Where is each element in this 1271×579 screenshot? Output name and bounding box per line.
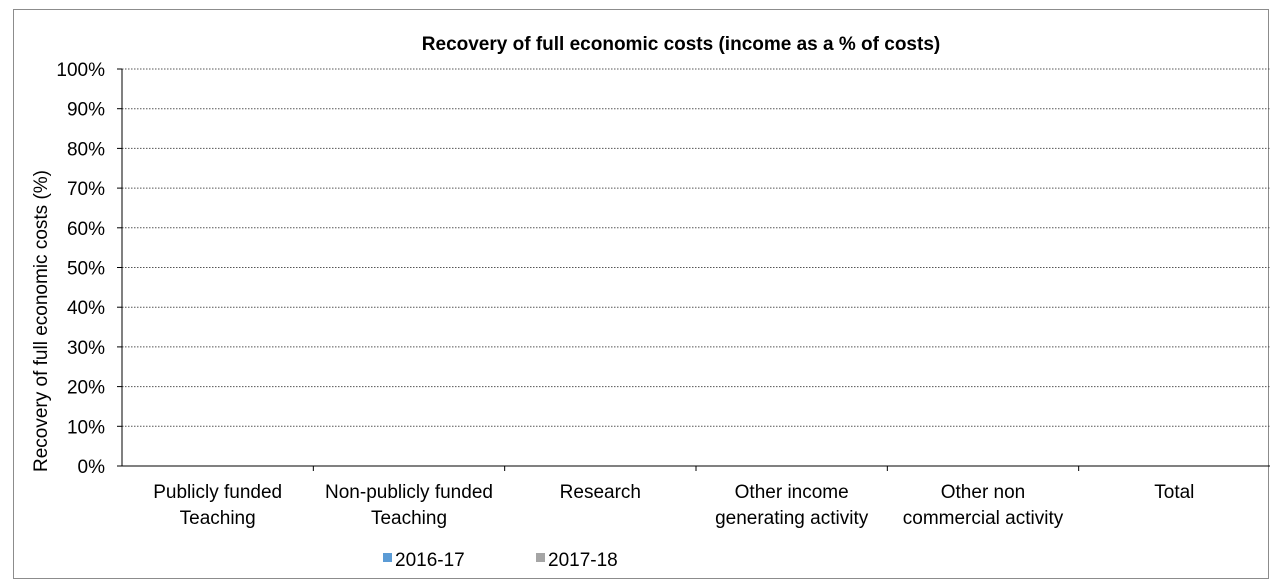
y-tick-label: 100% (56, 60, 105, 81)
y-tick-label: 40% (67, 298, 105, 319)
x-tick-label: Non-publicly funded Teaching (325, 482, 493, 529)
x-tick-label: Publicly funded Teaching (153, 482, 282, 529)
x-tick-labels: Publicly funded Teaching Non-publicly fund… (153, 482, 1194, 529)
y-tick-label: 10% (67, 417, 105, 438)
x-tick-label: Other income generating activity (715, 482, 869, 529)
y-tick-label: 60% (67, 219, 105, 240)
y-tick-label: 0% (78, 457, 106, 478)
x-tick-label: Other non commercial activity (903, 482, 1064, 529)
y-tick-labels: 0% 10% 20% 30% 40% 50% 60% 70% 80% 90% 100% (56, 60, 105, 478)
legend-swatch (383, 553, 392, 562)
y-tick-label: 50% (67, 259, 105, 280)
x-tick-label: Research (560, 482, 641, 503)
legend: 2016-17 2017-18 (383, 550, 618, 571)
y-tick-label: 20% (67, 378, 105, 399)
legend-label: 2016-17 (395, 550, 465, 571)
axes (121, 69, 1270, 471)
legend-swatch (536, 553, 545, 562)
chart-title: Recovery of full economic costs (income … (422, 34, 940, 55)
y-tick-label: 30% (67, 338, 105, 359)
chart-frame (13, 9, 1269, 579)
y-tick-label: 70% (67, 179, 105, 200)
y-tick-label: 90% (67, 100, 105, 121)
x-tick-label: Total (1154, 482, 1194, 503)
legend-label: 2017-18 (548, 550, 618, 571)
y-axis-label: Recovery of full economic costs (%) (31, 170, 52, 472)
y-tick-label: 80% (67, 139, 105, 160)
gridlines (117, 68, 1270, 467)
